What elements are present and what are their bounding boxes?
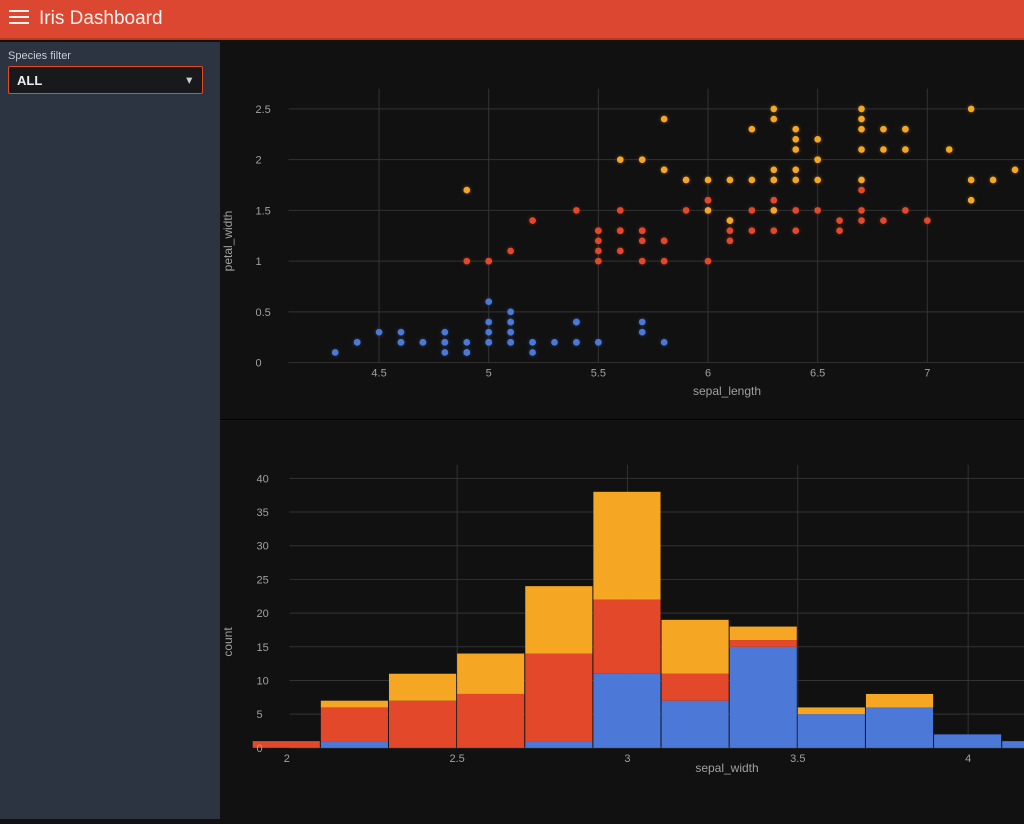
svg-text:3.5: 3.5 bbox=[790, 753, 805, 765]
svg-text:1: 1 bbox=[256, 256, 262, 268]
svg-text:20: 20 bbox=[257, 608, 269, 620]
svg-text:15: 15 bbox=[257, 642, 269, 654]
svg-text:30: 30 bbox=[257, 541, 269, 553]
svg-text:10: 10 bbox=[257, 675, 269, 687]
svg-text:7: 7 bbox=[924, 368, 930, 380]
svg-text:3: 3 bbox=[624, 753, 630, 765]
svg-text:5.5: 5.5 bbox=[591, 368, 606, 380]
svg-text:40: 40 bbox=[257, 473, 269, 485]
svg-text:1.5: 1.5 bbox=[256, 205, 271, 217]
svg-text:6.5: 6.5 bbox=[810, 368, 825, 380]
svg-text:4: 4 bbox=[965, 753, 971, 765]
svg-text:count: count bbox=[221, 627, 235, 657]
svg-text:25: 25 bbox=[257, 574, 269, 586]
svg-text:sepal_width: sepal_width bbox=[695, 761, 758, 775]
svg-text:2.5: 2.5 bbox=[449, 753, 464, 765]
svg-text:35: 35 bbox=[257, 507, 269, 519]
svg-text:0.5: 0.5 bbox=[256, 307, 271, 319]
svg-text:5: 5 bbox=[257, 709, 263, 721]
svg-text:2: 2 bbox=[284, 753, 290, 765]
svg-text:6: 6 bbox=[705, 368, 711, 380]
svg-text:0: 0 bbox=[256, 358, 262, 370]
svg-text:4.5: 4.5 bbox=[371, 368, 386, 380]
svg-text:2.5: 2.5 bbox=[256, 104, 271, 116]
svg-text:5: 5 bbox=[486, 368, 492, 380]
svg-text:petal_width: petal_width bbox=[221, 211, 235, 272]
svg-text:2: 2 bbox=[256, 155, 262, 167]
svg-text:0: 0 bbox=[257, 743, 263, 755]
svg-text:sepal_length: sepal_length bbox=[693, 384, 761, 398]
